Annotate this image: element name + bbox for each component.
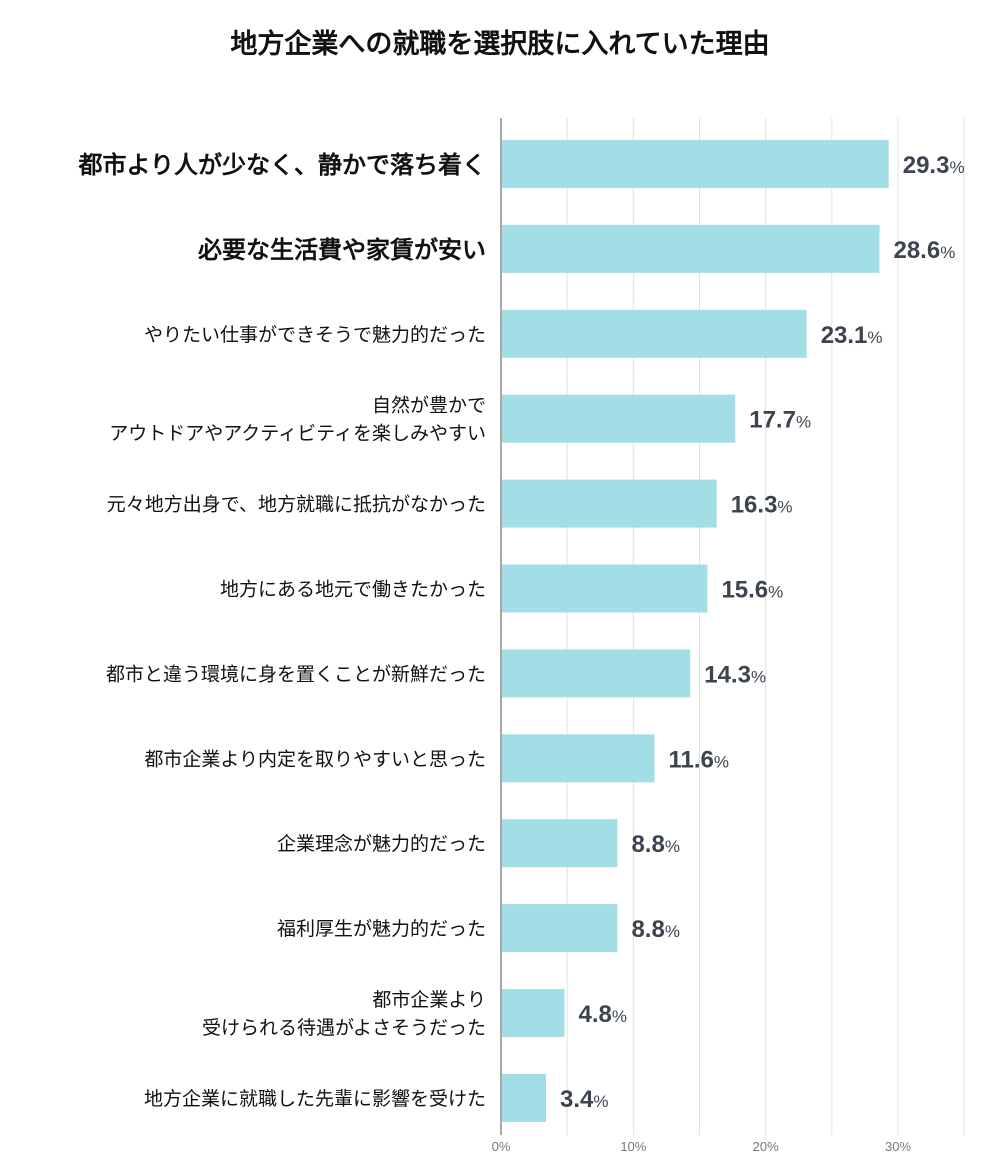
category-label: 地方にある地元で働きたかった: [220, 579, 486, 601]
category-label: 都市企業より: [372, 989, 486, 1011]
value-number: 15.6: [721, 577, 768, 604]
category-label: 必要な生活費や家賃が安い: [198, 236, 486, 264]
value-suffix: %: [665, 837, 680, 856]
chart-title: 地方企業への就職を選択肢に入れていた理由: [230, 29, 770, 60]
bar: [501, 734, 655, 783]
bar: [501, 394, 736, 443]
value-suffix: %: [940, 243, 955, 262]
bar: [501, 989, 565, 1037]
bar: [501, 649, 691, 698]
value-label: 16.3%: [731, 492, 793, 519]
value-label: 23.1%: [821, 322, 883, 349]
value-label: 3.4%: [560, 1086, 609, 1113]
value-label: 11.6%: [669, 746, 730, 773]
value-label: 15.6%: [721, 577, 783, 604]
value-suffix: %: [768, 583, 783, 602]
value-suffix: %: [751, 667, 766, 686]
value-number: 16.3: [731, 492, 778, 519]
bar: [501, 904, 618, 953]
value-suffix: %: [612, 1007, 627, 1026]
value-label: 14.3%: [704, 661, 766, 688]
x-tick-label: 30%: [885, 1139, 911, 1154]
bar: [501, 479, 717, 528]
value-number: 29.3: [903, 152, 950, 179]
value-suffix: %: [867, 328, 882, 347]
bar: [501, 819, 618, 868]
category-label: 地方企業に就職した先輩に影響を受けた: [144, 1088, 486, 1110]
bar: [501, 224, 880, 273]
value-label: 29.3%: [903, 152, 965, 179]
value-number: 14.3: [704, 661, 751, 688]
category-label: 都市と違う環境に身を置くことが新鮮だった: [106, 663, 486, 685]
x-tick-label: 0%: [492, 1139, 511, 1154]
value-suffix: %: [796, 413, 811, 432]
value-number: 8.8: [631, 916, 664, 943]
value-number: 11.6: [669, 746, 714, 773]
value-label: 17.7%: [749, 407, 811, 434]
category-label: 企業理念が魅力的だった: [277, 832, 486, 855]
bar: [501, 309, 807, 358]
value-suffix: %: [593, 1092, 608, 1111]
bar: [501, 140, 889, 188]
category-label: やりたい仕事ができそうで魅力的だった: [144, 324, 486, 346]
bar: [501, 1073, 546, 1122]
category-label: 都市より人が少なく、静かで落ち着く: [77, 151, 486, 179]
bar: [501, 564, 708, 613]
value-suffix: %: [714, 752, 729, 771]
value-number: 28.6: [893, 237, 940, 264]
category-label: 元々地方出身で、地方就職に抵抗がなかった: [107, 494, 486, 516]
value-number: 4.8: [579, 1001, 612, 1028]
value-label: 28.6%: [893, 237, 955, 264]
x-tick-label: 20%: [753, 1139, 779, 1154]
value-number: 23.1: [821, 322, 868, 349]
category-label: アウトドアやアクティビティを楽しみやすい: [109, 423, 486, 445]
category-label: 都市企業より内定を取りやすいと思った: [144, 748, 486, 770]
value-label: 4.8%: [579, 1001, 628, 1028]
x-tick-label: 10%: [620, 1139, 646, 1154]
value-label: 8.8%: [631, 916, 680, 943]
value-number: 8.8: [631, 831, 664, 858]
category-label: 受けられる待遇がよさそうだった: [202, 1017, 486, 1039]
category-label: 自然が豊かで: [372, 395, 486, 417]
value-suffix: %: [777, 498, 792, 517]
value-label: 8.8%: [631, 831, 680, 858]
value-suffix: %: [949, 158, 964, 177]
value-suffix: %: [665, 922, 680, 941]
category-label: 福利厚生が魅力的だった: [277, 918, 486, 940]
value-number: 17.7: [749, 407, 796, 434]
value-number: 3.4: [560, 1086, 594, 1113]
